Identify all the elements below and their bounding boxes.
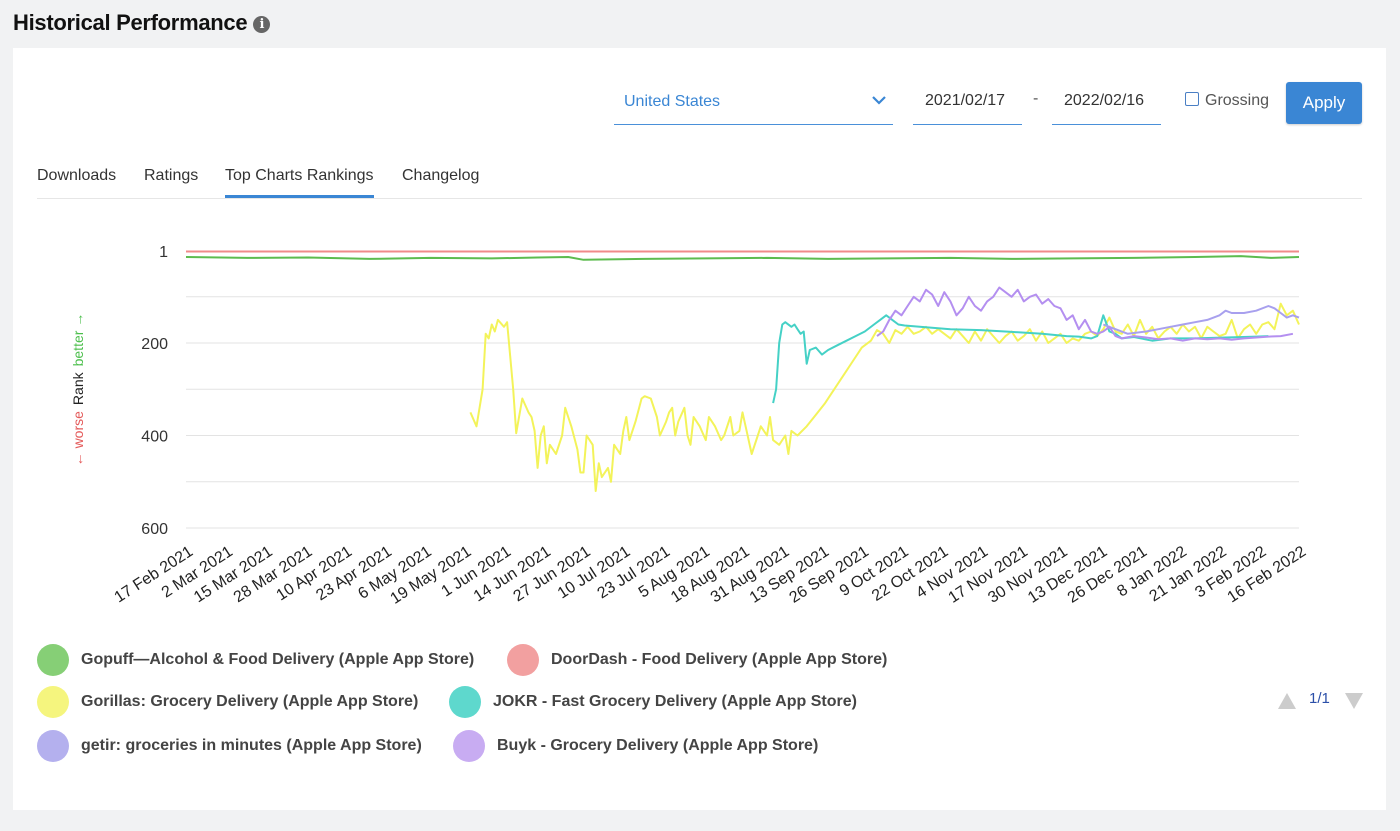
grossing-toggle[interactable]: Grossing [1185, 92, 1269, 110]
country-select-value: United States [624, 93, 721, 110]
page-title-text: Historical Performance [13, 10, 248, 35]
legend-label: JOKR - Fast Grocery Delivery (Apple App … [493, 693, 857, 710]
tab-ratings[interactable]: Ratings [144, 167, 199, 184]
series-line-4 [1102, 305, 1300, 335]
legend-swatch [453, 730, 485, 762]
series-line-2 [469, 302, 1300, 492]
legend-swatch [507, 644, 539, 676]
y-axis-label-part: ← worse [70, 411, 86, 466]
y-tick-label: 600 [141, 521, 168, 538]
legend-swatch [449, 686, 481, 718]
series-line-0 [185, 255, 1300, 261]
series-line-5 [876, 286, 1294, 342]
legend-page-up-icon[interactable] [1278, 693, 1296, 709]
country-select[interactable]: United States [614, 86, 893, 125]
info-icon[interactable]: i [253, 16, 271, 33]
apply-button[interactable]: Apply [1286, 82, 1362, 124]
legend-swatch [37, 730, 69, 762]
date-to-input[interactable]: 2022/02/16 [1052, 86, 1161, 125]
y-tick-label: 1 [159, 244, 168, 261]
tab-downloads[interactable]: Downloads [37, 167, 117, 184]
date-from-value: 2021/02/17 [925, 92, 1006, 109]
y-tick-label: 400 [141, 429, 168, 446]
legend-swatch [37, 686, 69, 718]
tab-top-charts-rankings[interactable]: Top Charts Rankings [225, 167, 374, 198]
date-to-value: 2022/02/16 [1064, 92, 1145, 109]
legend-label: Gopuff—Alcohol & Food Delivery (Apple Ap… [81, 651, 475, 668]
chevron-down-icon [872, 96, 886, 105]
chart-panel: United States 2021/02/17 - 2022/02/16 Gr… [13, 48, 1386, 810]
y-tick-label: 200 [141, 336, 168, 353]
legend-swatch [37, 644, 69, 676]
y-axis-label-part: better → [70, 313, 86, 367]
legend-label: Gorillas: Grocery Delivery (Apple App St… [81, 693, 419, 710]
legend-page-down-icon[interactable] [1345, 693, 1363, 709]
grossing-label: Grossing [1205, 92, 1270, 109]
legend-label: getir: groceries in minutes (Apple App S… [81, 737, 422, 754]
tab-bar: Downloads Ratings Top Charts Rankings Ch… [37, 164, 1362, 199]
date-separator: - [1033, 90, 1039, 107]
grossing-checkbox[interactable] [1185, 92, 1199, 106]
y-axis-label-part: Rank [70, 371, 86, 405]
legend-label: Buyk - Grocery Delivery (Apple App Store… [497, 737, 819, 754]
date-from-input[interactable]: 2021/02/17 [913, 86, 1022, 125]
tab-changelog[interactable]: Changelog [402, 167, 480, 184]
legend-pager: 1/1 [1309, 690, 1330, 707]
legend-label: DoorDash - Food Delivery (Apple App Stor… [551, 651, 888, 668]
page-title: Historical Performance i [13, 10, 271, 36]
y-axis-label: ← worse Rank better → [70, 313, 86, 467]
